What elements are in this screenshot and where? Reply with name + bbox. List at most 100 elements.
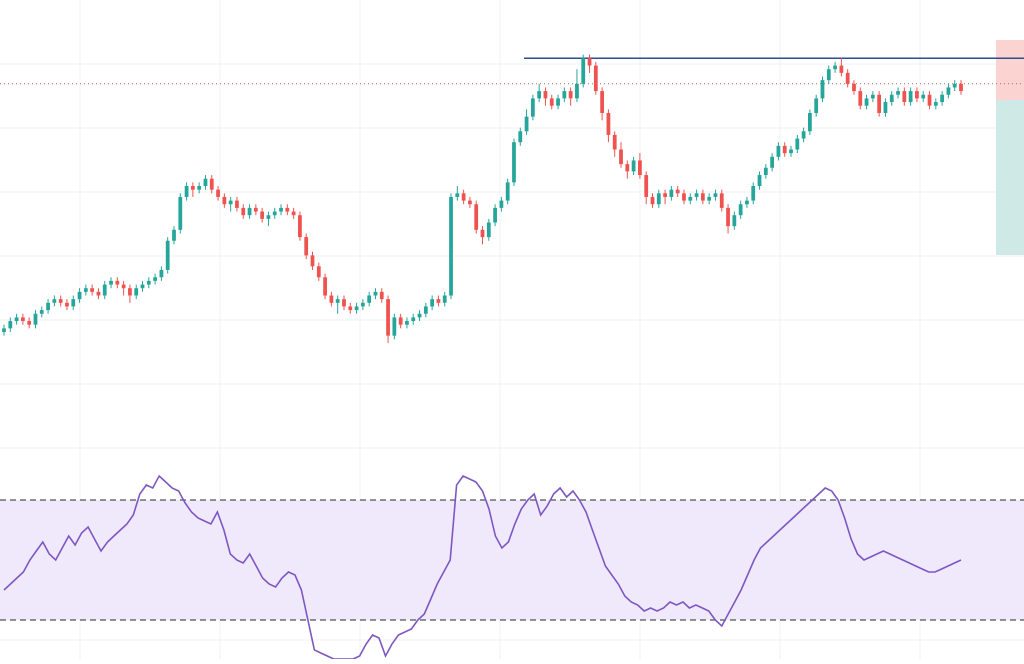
candle-body-25	[159, 269, 164, 278]
candle-body-113	[713, 193, 718, 197]
candle-body-52	[329, 295, 334, 303]
candle-body-144	[908, 91, 913, 103]
candle-body-14	[90, 288, 95, 292]
candle-body-55	[348, 306, 353, 311]
candle-body-9	[58, 299, 63, 303]
candle-body-135	[852, 83, 856, 92]
candle-body-90	[568, 91, 573, 99]
candle-body-130	[820, 80, 825, 99]
candle-body-16	[102, 284, 107, 296]
candle-body-20	[128, 288, 132, 296]
candle-body-100	[631, 160, 636, 172]
candle-body-36	[228, 200, 233, 205]
candle-body-6	[39, 310, 44, 314]
candle-body-30	[190, 186, 195, 190]
candle-body-128	[808, 113, 812, 132]
candle-body-82	[518, 131, 523, 143]
candle-body-117	[738, 204, 743, 216]
candle-body-68	[430, 299, 435, 307]
candle-body-132	[833, 65, 837, 70]
candle-body-127	[801, 131, 806, 139]
candle-body-15	[96, 291, 101, 296]
candle-body-122	[770, 156, 775, 168]
candle-body-92	[581, 58, 586, 84]
candle-body-22	[140, 284, 145, 289]
candle-body-54	[342, 299, 346, 307]
candle-body-139	[877, 94, 882, 113]
candle-body-142	[896, 91, 900, 95]
candle-body-136	[858, 91, 863, 106]
candle-body-123	[776, 145, 781, 157]
candle-body-51	[323, 277, 327, 296]
candle-body-145	[915, 91, 919, 99]
candle-body-72	[455, 193, 460, 197]
candle-body-26	[165, 240, 170, 270]
candle-body-77	[486, 222, 491, 238]
candle-body-147	[927, 94, 932, 106]
candle-body-53	[335, 299, 340, 303]
candle-body-0	[2, 328, 6, 332]
price-levels	[0, 57, 1024, 85]
candle-body-70	[442, 295, 447, 303]
candle-body-78	[493, 207, 497, 223]
candle-body-60	[379, 291, 384, 300]
candle-body-121	[763, 167, 768, 176]
candle-body-47	[298, 215, 302, 238]
candle-body-101	[638, 160, 642, 176]
candle-body-133	[839, 65, 844, 73]
take-profit-zone	[996, 100, 1024, 255]
candle-body-73	[461, 193, 466, 201]
candle-body-102	[644, 175, 649, 197]
candle-body-149	[940, 94, 945, 103]
candle-body-10	[65, 302, 69, 307]
candle-body-104	[656, 193, 661, 205]
candle-body-137	[864, 98, 869, 106]
candle-body-63	[398, 317, 403, 325]
candle-body-50	[316, 266, 321, 278]
candle-body-98	[619, 149, 623, 165]
candle-body-141	[889, 94, 894, 103]
candle-body-41	[260, 211, 265, 219]
candle-body-3	[20, 317, 25, 322]
candle-body-108	[682, 193, 686, 201]
candle-body-56	[354, 306, 359, 311]
candle-body-150	[946, 87, 951, 95]
candle-body-76	[480, 229, 485, 238]
candle-body-114	[719, 193, 724, 208]
candle-body-49	[310, 255, 315, 267]
candle-body-59	[373, 291, 378, 296]
candle-body-94	[593, 65, 598, 92]
candle-body-43	[272, 211, 277, 216]
candle-body-18	[115, 280, 120, 285]
candle-body-125	[789, 149, 793, 154]
candle-body-35	[222, 196, 227, 205]
candle-body-131	[826, 69, 831, 81]
candle-body-134	[845, 72, 850, 84]
candle-body-12	[77, 291, 82, 300]
candles	[2, 54, 963, 343]
candle-body-151	[952, 83, 957, 88]
candle-body-87	[549, 98, 554, 106]
candle-body-31	[197, 186, 202, 190]
candle-body-28	[178, 196, 183, 230]
candle-body-118	[745, 200, 749, 205]
rsi-band	[0, 499, 1024, 621]
candle-body-97	[612, 134, 617, 150]
candle-body-2	[14, 317, 19, 322]
candle-body-106	[669, 189, 674, 197]
candle-body-138	[870, 94, 875, 99]
candle-body-21	[134, 288, 139, 296]
candle-body-74	[468, 200, 472, 205]
rsi-pane	[3, 474, 962, 660]
candle-body-8	[52, 299, 57, 303]
candle-body-83	[524, 116, 529, 132]
candle-body-13	[83, 288, 88, 292]
candle-body-65	[411, 317, 416, 322]
candle-body-11	[71, 299, 76, 307]
candle-body-44	[279, 207, 283, 212]
candle-body-143	[902, 91, 907, 103]
rsi-band-fill	[0, 500, 1024, 620]
candle-body-42	[266, 215, 271, 219]
candle-body-48	[304, 237, 309, 256]
